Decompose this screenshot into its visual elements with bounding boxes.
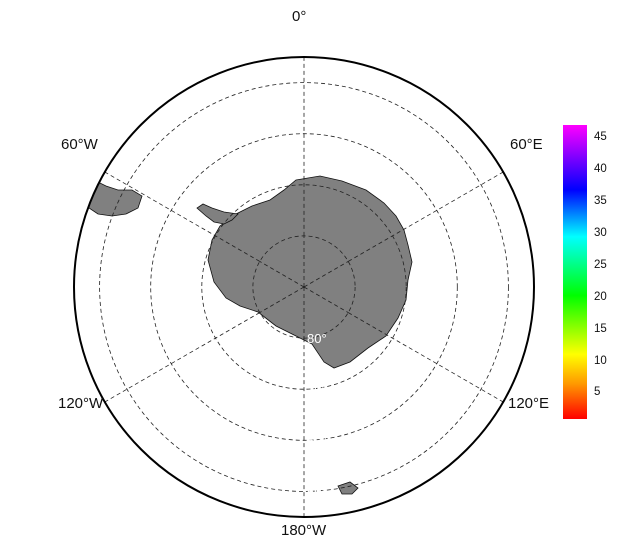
meridian-line-inner bbox=[303, 286, 349, 313]
lat-label-70: 70° bbox=[307, 382, 327, 397]
meridian-line-inner bbox=[259, 286, 305, 313]
colorbar bbox=[563, 125, 587, 419]
colorbar-tick-30: 30 bbox=[594, 226, 607, 239]
lon-label-0: 0° bbox=[292, 8, 307, 25]
latitude-circle bbox=[99, 82, 509, 492]
new-zealand-fragment bbox=[337, 481, 359, 495]
meridian-line bbox=[104, 171, 260, 262]
colorbar-tick-15: 15 bbox=[594, 322, 607, 335]
lon-label-60w: 60°W bbox=[61, 136, 98, 153]
colorbar-tick-45: 45 bbox=[594, 130, 607, 143]
colorbar-tick-10: 10 bbox=[594, 354, 607, 367]
meridian-line bbox=[348, 171, 504, 262]
lon-label-180: 180°W bbox=[281, 522, 327, 539]
lon-label-120w: 120°W bbox=[58, 395, 104, 412]
graticule: 80° 70° 60° 50° bbox=[99, 57, 509, 517]
antarctica-land bbox=[77, 175, 413, 495]
latitude-circle bbox=[201, 184, 407, 390]
lon-label-120e: 120°E bbox=[508, 395, 550, 412]
latitude-circle bbox=[150, 133, 458, 441]
meridian-line-inner bbox=[259, 261, 305, 288]
lat-label-80: 80° bbox=[307, 331, 327, 346]
colorbar-tick-35: 35 bbox=[594, 194, 607, 207]
colorbar-tick-40: 40 bbox=[594, 162, 607, 175]
lat-label-60: 60° bbox=[307, 433, 327, 448]
meridian-line bbox=[348, 312, 504, 403]
colorbar-gradient bbox=[563, 125, 587, 419]
meridian-line bbox=[104, 312, 260, 403]
colorbar-tick-5: 5 bbox=[594, 386, 601, 399]
colorbar-tick-20: 20 bbox=[594, 290, 607, 303]
meridian-line-inner bbox=[303, 261, 349, 288]
lon-label-60e: 60°E bbox=[510, 136, 543, 153]
map-border bbox=[73, 56, 535, 518]
lat-label-50: 50° bbox=[307, 484, 327, 499]
colorbar-tick-25: 25 bbox=[594, 258, 607, 271]
